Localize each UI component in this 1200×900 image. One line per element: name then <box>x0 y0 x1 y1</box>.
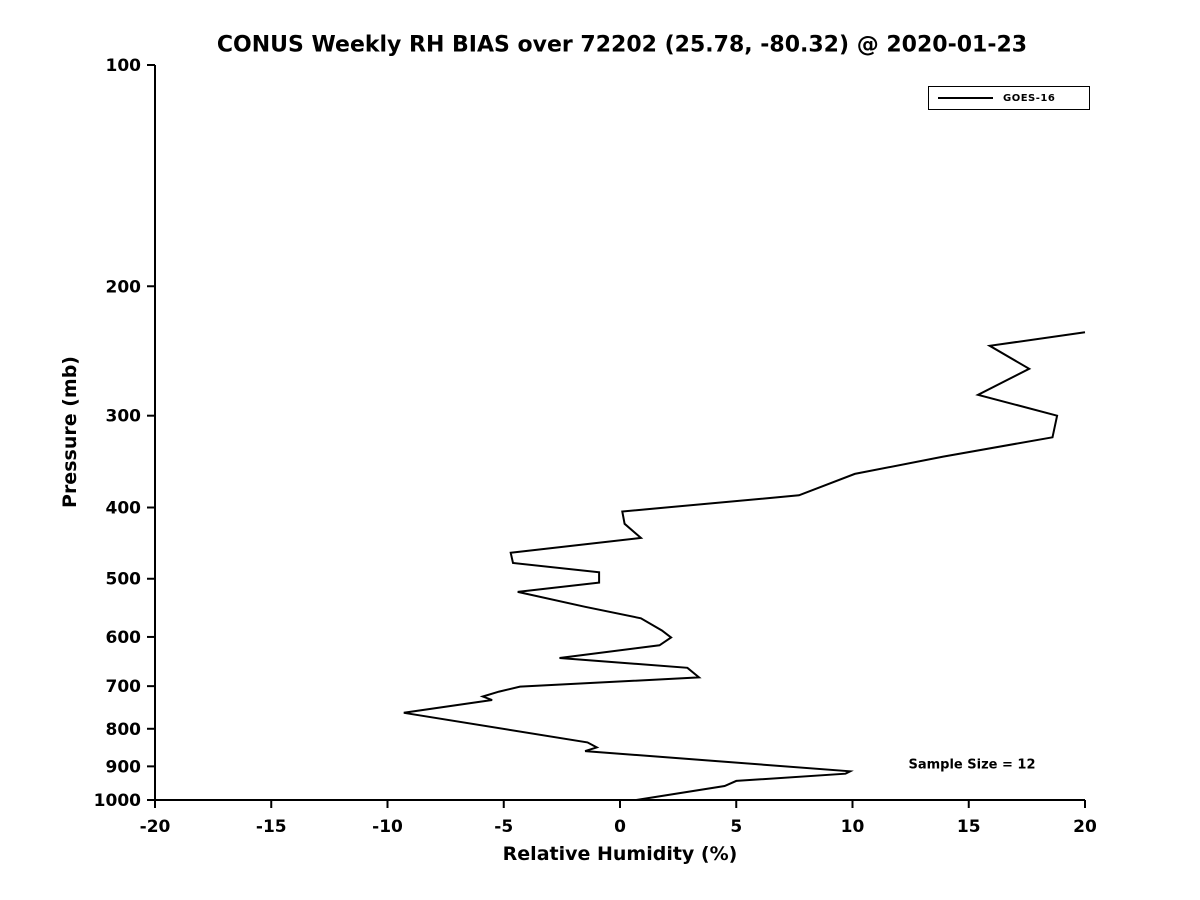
legend-line-sample <box>938 97 993 99</box>
legend: GOES-16 <box>928 86 1090 110</box>
y-tick-label: 900 <box>106 757 142 777</box>
data-line-goes-16 <box>403 331 1086 801</box>
sample-size-annotation: Sample Size = 12 <box>908 757 1036 773</box>
x-tick-label: 5 <box>730 817 742 837</box>
x-tick-label: -10 <box>372 817 403 837</box>
x-tick-label: 10 <box>841 817 865 837</box>
x-tick-label: 20 <box>1073 817 1097 837</box>
legend-entry-label: GOES-16 <box>1003 92 1056 104</box>
y-tick-label: 600 <box>106 628 142 648</box>
y-tick-label: 500 <box>106 570 142 590</box>
y-tick-label: 200 <box>106 277 142 297</box>
x-tick-label: -5 <box>494 817 513 837</box>
y-tick-label: 1000 <box>94 791 141 811</box>
y-axis-label: Pressure (mb) <box>59 356 81 508</box>
x-tick-label: -15 <box>256 817 287 837</box>
y-tick-label: 300 <box>106 407 142 427</box>
x-tick-label: 15 <box>957 817 981 837</box>
y-tick-label: 100 <box>106 56 142 76</box>
x-tick-label: 0 <box>614 817 626 837</box>
y-tick-label: 400 <box>106 499 142 519</box>
x-axis-label: Relative Humidity (%) <box>502 843 738 865</box>
y-tick-label: 700 <box>106 677 142 697</box>
y-tick-label: 800 <box>106 720 142 740</box>
chart-title: CONUS Weekly RH BIAS over 72202 (25.78, … <box>216 32 1028 58</box>
x-tick-label: -20 <box>140 817 171 837</box>
